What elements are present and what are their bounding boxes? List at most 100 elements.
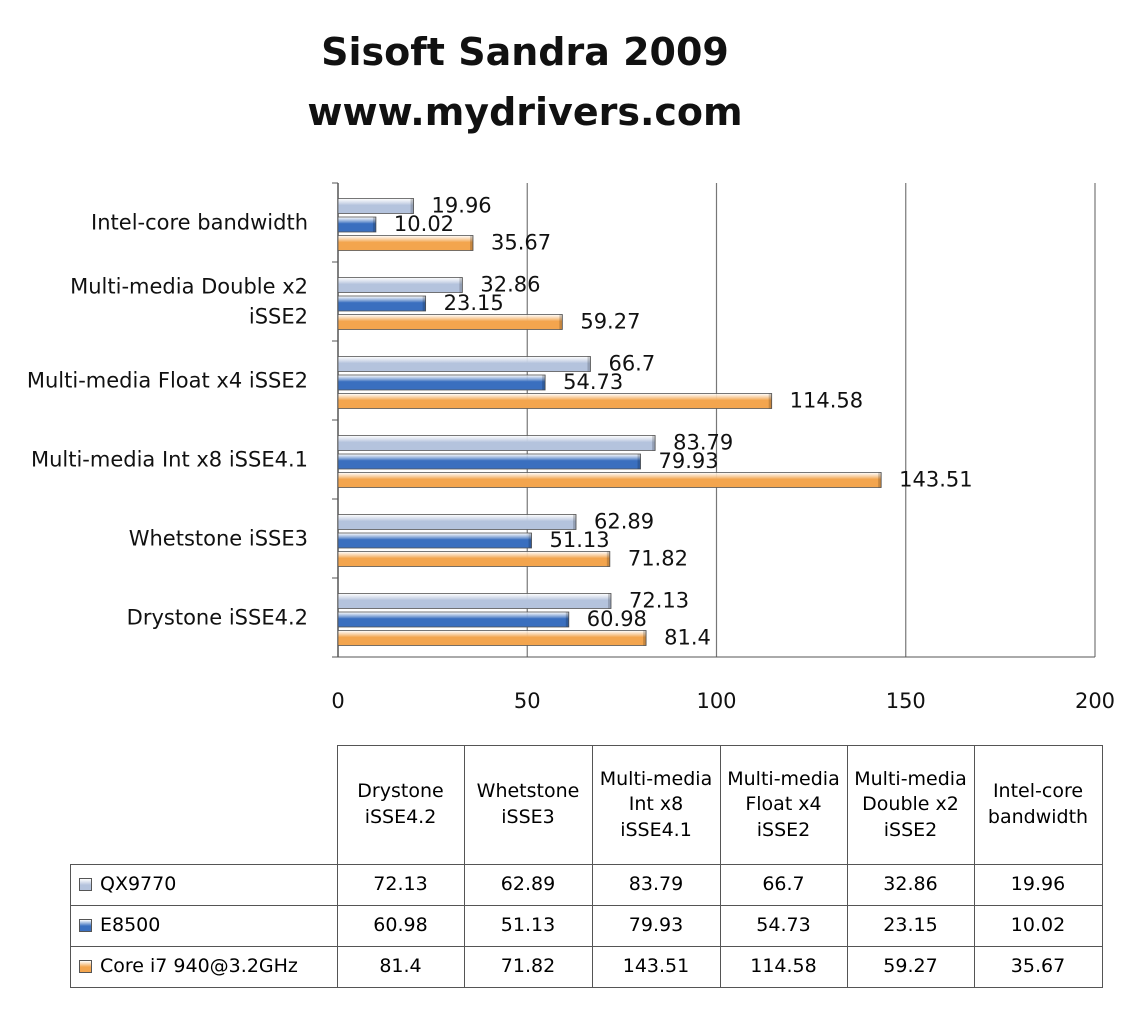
legend-swatch: [79, 960, 92, 974]
bar-qx9770: [337, 435, 656, 451]
table-cell: 72.13: [336, 864, 465, 906]
category-label: Whetstone iSSE3: [129, 527, 308, 551]
bar-core-i7-940-3-2ghz: [337, 551, 611, 567]
bar-e8500: [337, 532, 532, 549]
table-cell: 10.02: [973, 905, 1103, 947]
data-label: 79.93: [659, 449, 719, 473]
data-label: 10.02: [394, 212, 454, 236]
table-cell: 66.7: [719, 864, 848, 906]
bar-core-i7-940-3-2ghz: [337, 235, 474, 251]
data-label: 59.27: [580, 310, 640, 334]
bar-e8500: [337, 453, 641, 470]
chart-title: Sisoft Sandra 2009: [321, 30, 729, 74]
bar-qx9770: [337, 356, 591, 372]
bar-end-cap: [470, 235, 474, 251]
table-cell: 32.86: [846, 864, 975, 906]
table-column-header: Multi-media Double x2 iSSE2: [846, 745, 975, 865]
legend-entry: QX9770: [70, 864, 338, 906]
category-label: Multi-media Int x8 iSSE4.1: [31, 448, 308, 472]
data-label: 81.4: [664, 626, 711, 650]
bar-end-cap: [652, 435, 656, 451]
data-label: 51.13: [550, 528, 610, 552]
category-label: iSSE2: [249, 305, 308, 329]
bar-qx9770: [337, 277, 463, 293]
bar-qx9770: [337, 198, 414, 214]
data-label: 35.67: [491, 231, 551, 255]
table-cell: 81.4: [336, 946, 465, 988]
category-label: Intel-core bandwidth: [91, 211, 308, 235]
table-cell: 62.89: [463, 864, 593, 906]
x-tick-label: 50: [514, 689, 541, 713]
data-label: 62.89: [594, 510, 654, 534]
bar-core-i7-940-3-2ghz: [337, 472, 882, 488]
legend-entry: E8500: [70, 905, 338, 947]
data-table: Drystone iSSE4.2 Whetstone iSSE3 Multi-media…: [70, 745, 1103, 988]
legend-entry: Core i7 940@3.2GHz: [70, 946, 338, 988]
table-cell: 143.51: [591, 946, 721, 988]
data-label: 60.98: [587, 607, 647, 631]
table-column-header: Drystone iSSE4.2: [336, 745, 465, 865]
bar-end-cap: [606, 551, 610, 567]
bar-end-cap: [559, 314, 563, 330]
data-label: 54.73: [563, 370, 623, 394]
table-cell: 35.67: [973, 946, 1103, 988]
chart-subtitle: www.mydrivers.com: [307, 90, 743, 134]
table-cell: 19.96: [973, 864, 1103, 906]
table-row: Core i7 940@3.2GHz 81.4 71.82 143.51 114.58 5…: [70, 946, 1103, 988]
table-cell: 83.79: [591, 864, 721, 906]
bar-end-cap: [565, 612, 569, 627]
table-cell: 23.15: [846, 905, 975, 947]
table-corner: [70, 745, 338, 865]
bar-end-cap: [422, 296, 426, 311]
bar-e8500: [337, 611, 570, 628]
bar-end-cap: [459, 277, 463, 293]
data-label: 143.51: [899, 468, 972, 492]
table-cell: 79.93: [591, 905, 721, 947]
data-label: 66.7: [608, 352, 655, 376]
bar-end-cap: [372, 217, 376, 232]
legend-swatch: [79, 878, 92, 892]
bar-end-cap: [608, 593, 612, 609]
bar-end-cap: [528, 533, 532, 548]
x-tick-label: 100: [696, 689, 736, 713]
table-row: QX9770 72.13 62.89 83.79 66.7 32.86 19.96: [70, 864, 1103, 906]
table-cell: 71.82: [463, 946, 593, 988]
x-tick-label: 200: [1075, 689, 1115, 713]
bar-end-cap: [637, 454, 641, 469]
table-column-header: Whetstone iSSE3: [463, 745, 593, 865]
bar-end-cap: [542, 375, 546, 390]
bar-core-i7-940-3-2ghz: [337, 630, 647, 646]
table-cell: 51.13: [463, 905, 593, 947]
data-label: 72.13: [629, 589, 689, 613]
data-label: 71.82: [628, 547, 688, 571]
data-label: 32.86: [480, 273, 540, 297]
table-column-header: Intel-core bandwidth: [973, 745, 1103, 865]
bar-qx9770: [337, 514, 577, 530]
table-cell: 60.98: [336, 905, 465, 947]
bar-end-cap: [878, 472, 882, 488]
data-label: 114.58: [790, 389, 863, 413]
data-label: 23.15: [444, 291, 504, 315]
table-cell: 59.27: [846, 946, 975, 988]
bar-end-cap: [573, 514, 577, 530]
bar-end-cap: [643, 630, 647, 646]
category-label: Multi-media Float x4 iSSE2: [27, 369, 308, 393]
bar-end-cap: [768, 393, 772, 409]
bar-qx9770: [337, 593, 612, 609]
legend-swatch: [79, 919, 92, 933]
bar-e8500: [337, 374, 546, 391]
table-cell: 114.58: [719, 946, 848, 988]
bar-e8500: [337, 216, 377, 233]
table-column-header: Multi-media Float x4 iSSE2: [719, 745, 848, 865]
data-label: 19.96: [432, 194, 492, 218]
bar-core-i7-940-3-2ghz: [337, 314, 563, 330]
bar-end-cap: [587, 356, 591, 372]
bar-e8500: [337, 295, 427, 312]
x-tick-label: 0: [331, 689, 344, 713]
category-label: Drystone iSSE4.2: [127, 606, 308, 630]
table-row: E8500 60.98 51.13 79.93 54.73 23.15 10.02: [70, 905, 1103, 947]
data-label: 83.79: [673, 431, 733, 455]
x-tick-label: 150: [886, 689, 926, 713]
bar-core-i7-940-3-2ghz: [337, 393, 773, 409]
